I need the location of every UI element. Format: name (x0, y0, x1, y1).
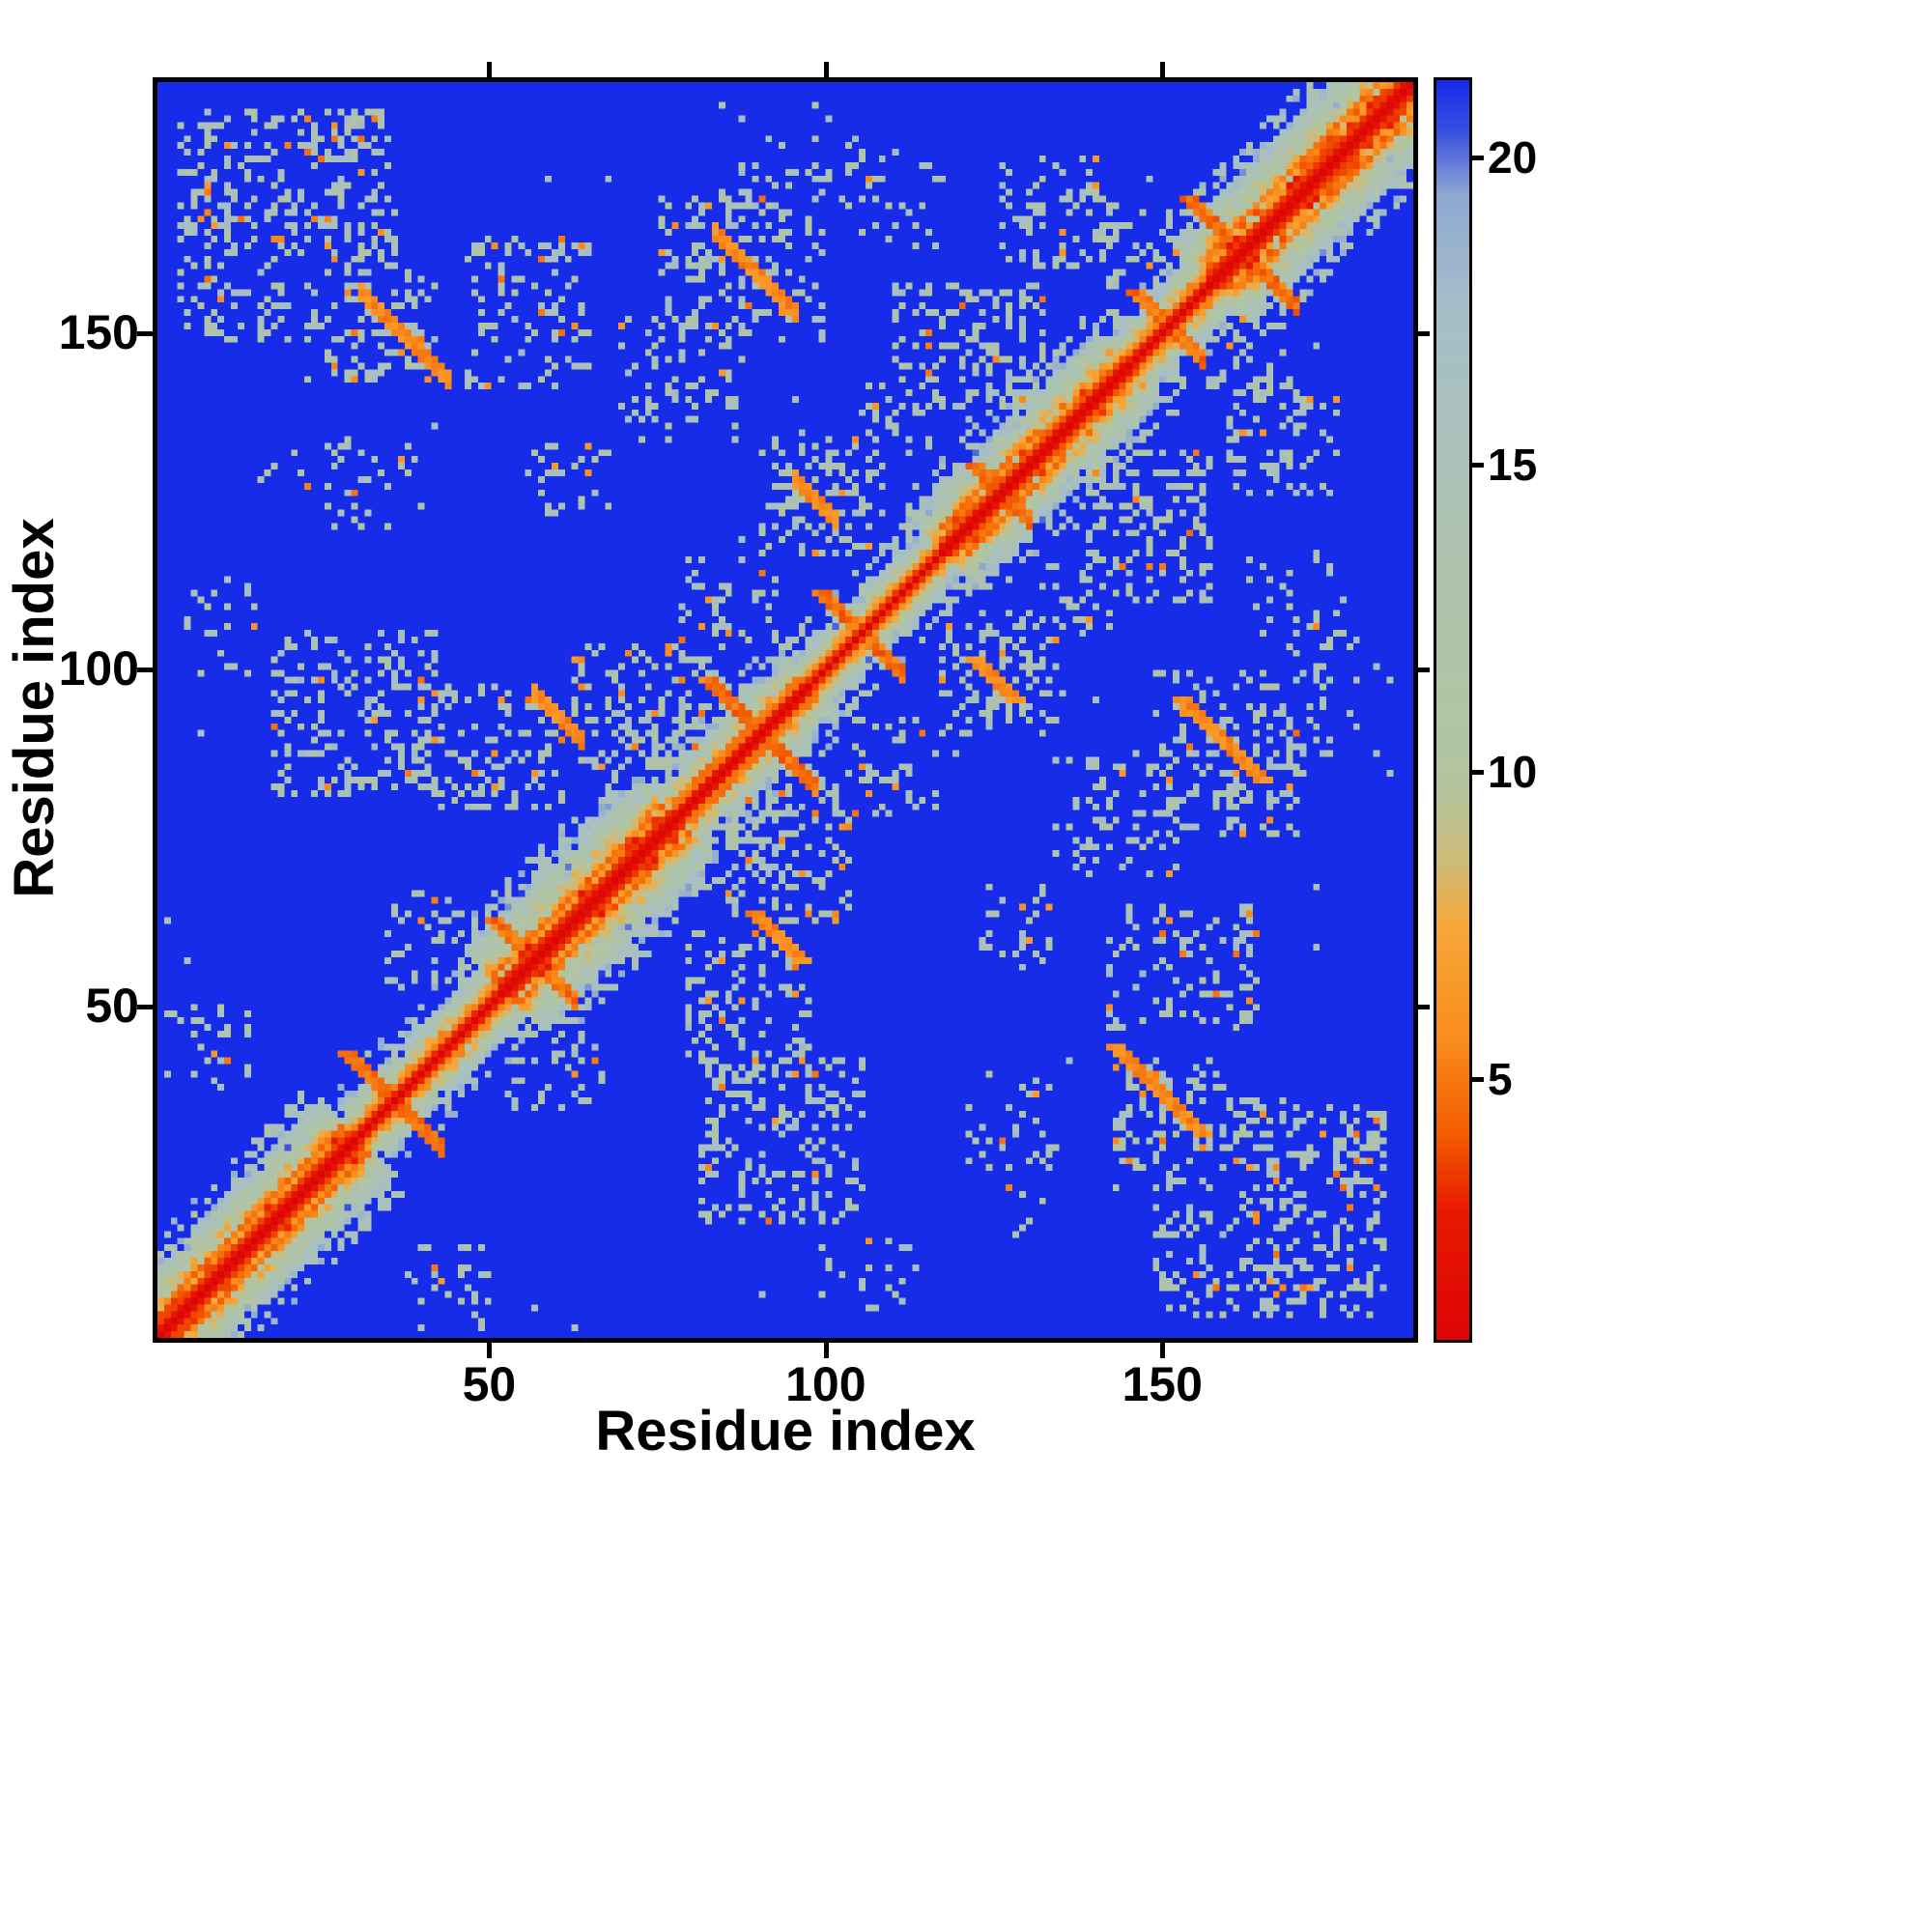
heatmap-canvas (157, 82, 1413, 1338)
y-axis-tick (137, 668, 153, 673)
y-axis-tick-right (1418, 668, 1430, 673)
colorbar-tick (1472, 1076, 1484, 1082)
y-tick-label: 150 (58, 304, 139, 359)
y-tick-label: 100 (58, 641, 139, 696)
x-tick-label: 100 (785, 1357, 867, 1411)
y-axis-tick-right (1418, 1004, 1430, 1009)
x-axis-tick (1160, 1343, 1166, 1358)
x-tick-label: 50 (462, 1357, 517, 1411)
colorbar (1434, 77, 1472, 1343)
colorbar-canvas (1436, 80, 1469, 1340)
colorbar-tick-label: 5 (1488, 1053, 1513, 1104)
x-axis-label: Residue index (595, 1400, 976, 1463)
x-axis-tick-top (1160, 62, 1166, 77)
x-axis-tick (487, 1343, 493, 1358)
x-tick-label: 150 (1122, 1357, 1203, 1411)
x-axis-tick-top (823, 62, 829, 77)
colorbar-tick (1472, 462, 1484, 468)
y-tick-label: 50 (85, 978, 139, 1033)
x-axis-tick-top (487, 62, 493, 77)
y-axis-tick (137, 1004, 153, 1009)
y-axis-tick-right (1418, 330, 1430, 336)
colorbar-tick (1472, 155, 1484, 160)
heatmap-plot (153, 77, 1418, 1343)
colorbar-tick-label: 10 (1488, 746, 1538, 797)
colorbar-tick (1472, 769, 1484, 775)
colorbar-tick-label: 15 (1488, 439, 1538, 490)
colorbar-tick-label: 20 (1488, 131, 1538, 183)
y-axis-tick (137, 330, 153, 336)
x-axis-tick (823, 1343, 829, 1358)
